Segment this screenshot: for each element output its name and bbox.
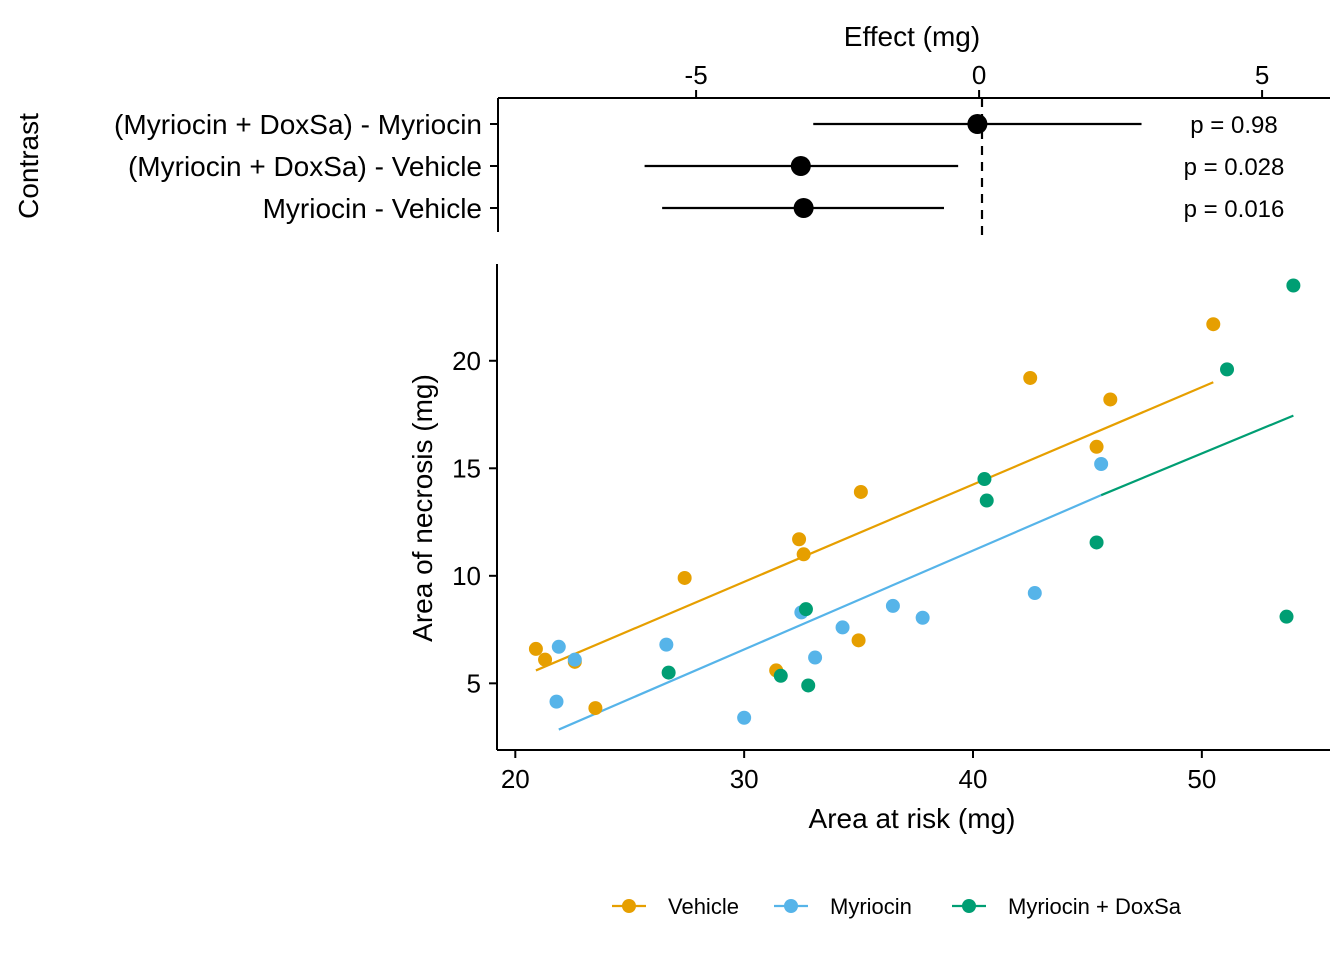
- scatter-x-tick-label: 40: [959, 764, 988, 794]
- p-value-label: p = 0.98: [1190, 112, 1277, 139]
- data-point: [1279, 609, 1294, 624]
- data-point: [885, 598, 900, 613]
- scatter-y-tick-label: 5: [467, 668, 481, 698]
- data-point: [1089, 535, 1104, 550]
- data-point: [588, 701, 603, 716]
- scatter-y-tick-label: 20: [452, 346, 481, 376]
- scatter-y-axis-title: Area of necrosis (mg): [407, 374, 438, 642]
- fit-lines: [535, 381, 1294, 731]
- forest-x-tick-label: 5: [1255, 60, 1269, 90]
- data-point: [853, 484, 868, 499]
- data-point: [567, 652, 582, 667]
- legend: Vehicle Myriocin Myriocin + DoxSa: [612, 894, 1182, 919]
- scatter-y-tick-label: 15: [452, 453, 481, 483]
- legend-key-point: [962, 899, 976, 913]
- legend-label: Myriocin: [830, 894, 912, 919]
- legend-label: Myriocin + DoxSa: [1008, 894, 1182, 919]
- data-point: [1089, 439, 1104, 454]
- data-point: [659, 637, 674, 652]
- data-point: [661, 665, 676, 680]
- data-point: [1023, 370, 1038, 385]
- necrosis-scatter-panel: 20 30 40 50 5 10 15 20 Area at risk (mg) Area …: [407, 264, 1330, 834]
- data-point: [1220, 362, 1235, 377]
- effect-estimate-point: [793, 198, 814, 218]
- forest-rows: (Myriocin + DoxSa) - Myriocin p = 0.98 (My…: [114, 109, 1284, 224]
- data-point: [528, 641, 543, 656]
- scatter-y-ticks: 5 10 15 20: [452, 346, 497, 698]
- data-point: [792, 532, 807, 547]
- data-point: [1206, 317, 1221, 332]
- data-point: [773, 668, 788, 683]
- data-points: [528, 278, 1301, 725]
- effect-estimate-point: [790, 156, 811, 176]
- contrast-label: (Myriocin + DoxSa) - Myriocin: [114, 109, 482, 140]
- forest-y-axis-title: Contrast: [13, 113, 44, 219]
- data-point: [1103, 392, 1118, 407]
- fit-line: [535, 381, 1214, 672]
- fit-line: [558, 494, 1102, 731]
- contrast-label: (Myriocin + DoxSa) - Vehicle: [128, 151, 482, 182]
- scatter-x-tick-label: 20: [501, 764, 530, 794]
- contrast-effect-panel: Effect (mg) Contrast -5 0 5 (Myriocin + Do…: [13, 21, 1330, 235]
- forest-x-tick-label: -5: [685, 60, 708, 90]
- forest-x-ticks: -5 0 5: [685, 60, 1269, 98]
- data-point: [1094, 456, 1109, 471]
- scatter-x-ticks: 20 30 40 50: [501, 750, 1216, 794]
- data-point: [1027, 586, 1042, 601]
- effect-estimate-point: [967, 114, 988, 134]
- contrast-label: Myriocin - Vehicle: [263, 193, 482, 224]
- fit-line: [1100, 414, 1294, 497]
- data-point: [798, 602, 813, 617]
- legend-key-point: [622, 899, 636, 913]
- legend-key-point: [784, 899, 798, 913]
- forest-x-tick-label: 0: [972, 60, 986, 90]
- scatter-y-tick-label: 10: [452, 561, 481, 591]
- scatter-x-tick-label: 30: [730, 764, 759, 794]
- data-point: [796, 547, 811, 562]
- data-point: [808, 650, 823, 665]
- forest-x-axis-title: Effect (mg): [844, 21, 980, 52]
- data-point: [538, 652, 553, 667]
- data-point: [737, 710, 752, 725]
- scatter-x-tick-label: 50: [1187, 764, 1216, 794]
- data-point: [801, 678, 816, 693]
- data-point: [551, 639, 566, 654]
- p-value-label: p = 0.016: [1184, 196, 1285, 223]
- data-point: [549, 694, 564, 709]
- data-point: [851, 633, 866, 648]
- data-point: [979, 493, 994, 508]
- data-point: [915, 610, 930, 625]
- legend-label: Vehicle: [668, 894, 739, 919]
- data-point: [977, 472, 992, 487]
- data-point: [835, 620, 850, 635]
- data-point: [1286, 278, 1301, 293]
- data-point: [677, 570, 692, 585]
- p-value-label: p = 0.028: [1184, 154, 1285, 181]
- scatter-x-axis-title: Area at risk (mg): [809, 803, 1016, 834]
